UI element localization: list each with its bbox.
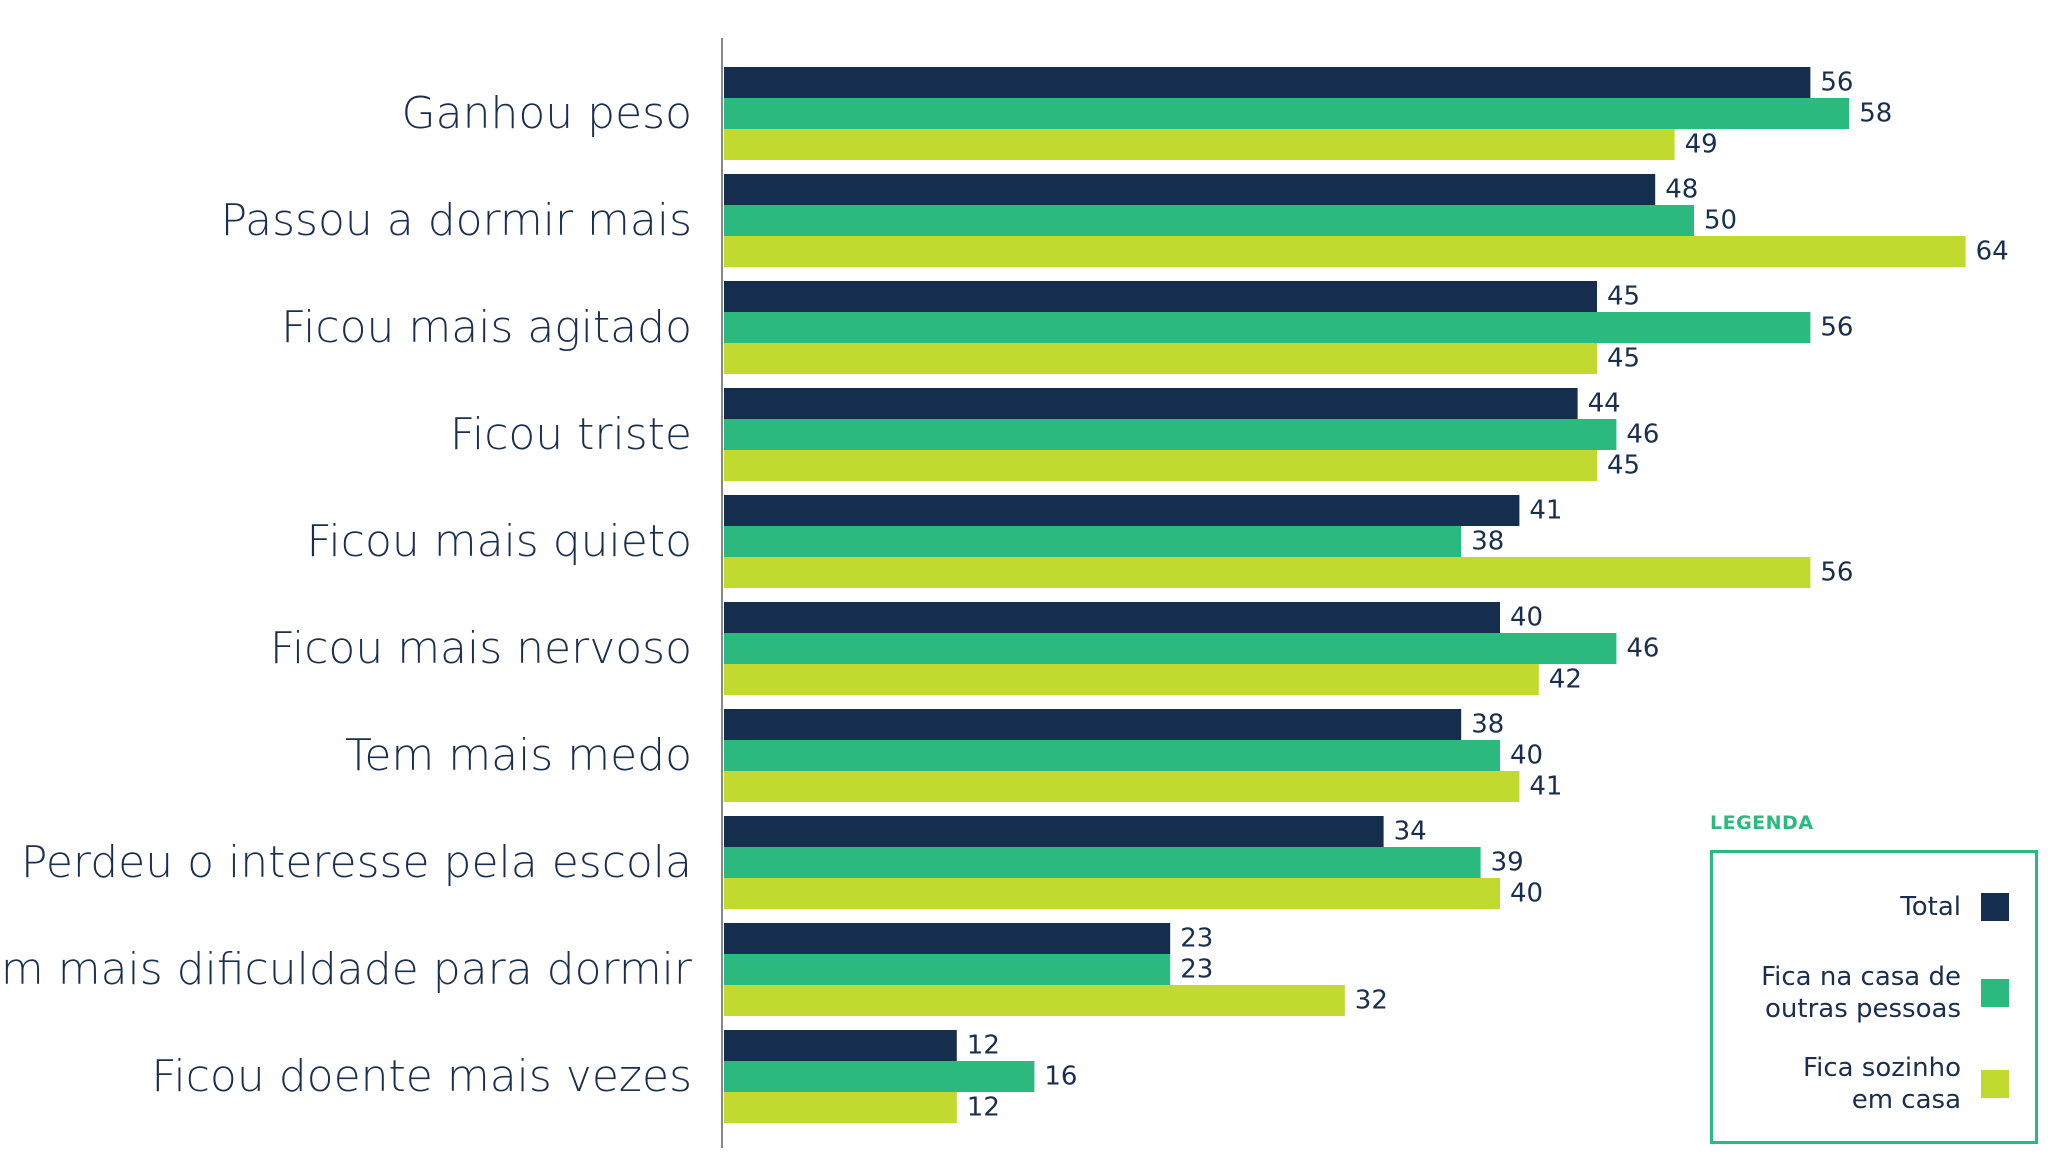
value-label-total-0: 56 — [1820, 68, 1853, 98]
value-label-fica-sozinho-5: 42 — [1549, 665, 1582, 695]
value-label-fica-sozinho-0: 49 — [1685, 130, 1718, 160]
bar-total-9 — [724, 1030, 957, 1061]
category-label-3: Ficou triste — [450, 409, 692, 460]
value-label-fica-sozinho-1: 64 — [1976, 237, 2009, 267]
value-label-total-4: 41 — [1529, 496, 1562, 526]
category-label-7: Perdeu o interesse pela escola — [21, 837, 692, 888]
value-label-fica-casa-outras-2: 56 — [1820, 313, 1853, 343]
bar-total-1 — [724, 174, 1656, 205]
bar-fica-casa-outras-9 — [724, 1061, 1035, 1092]
bar-fica-casa-outras-3 — [724, 419, 1617, 450]
category-label-8: Tem mais dificuldade para dormir — [0, 944, 693, 995]
value-label-fica-casa-outras-5: 46 — [1626, 634, 1659, 664]
legend-title: LEGENDA — [1710, 812, 1814, 834]
value-label-total-1: 48 — [1665, 175, 1698, 205]
legend-swatch-total — [1981, 893, 2009, 921]
value-label-fica-sozinho-8: 32 — [1355, 986, 1388, 1016]
category-label-6: Tem mais medo — [345, 730, 692, 781]
bar-fica-sozinho-1 — [724, 236, 1966, 267]
category-label-0: Ganhou peso — [402, 88, 692, 139]
value-label-fica-casa-outras-1: 50 — [1704, 206, 1737, 236]
legend-item-total: Total — [1900, 875, 2009, 939]
bar-fica-sozinho-7 — [724, 878, 1500, 909]
value-label-total-8: 23 — [1180, 924, 1213, 954]
bar-total-0 — [724, 67, 1811, 98]
legend-label-fica-casa-outras: Fica na casa de outras pessoas — [1761, 962, 1961, 1024]
bar-total-4 — [724, 495, 1520, 526]
value-label-fica-sozinho-4: 56 — [1820, 558, 1853, 588]
value-label-fica-casa-outras-0: 58 — [1859, 99, 1892, 129]
value-label-total-3: 44 — [1588, 389, 1621, 419]
value-label-fica-casa-outras-9: 16 — [1044, 1062, 1077, 1092]
legend-label-fica-sozinho: Fica sozinho em casa — [1803, 1053, 1961, 1115]
value-label-fica-sozinho-9: 12 — [967, 1093, 1000, 1123]
value-label-fica-sozinho-7: 40 — [1510, 879, 1543, 909]
bar-fica-sozinho-6 — [724, 771, 1520, 802]
bar-fica-casa-outras-6 — [724, 740, 1500, 771]
value-label-total-6: 38 — [1471, 710, 1504, 740]
value-label-total-2: 45 — [1607, 282, 1640, 312]
bar-fica-casa-outras-7 — [724, 847, 1481, 878]
category-label-5: Ficou mais nervoso — [270, 623, 692, 674]
value-label-fica-casa-outras-7: 39 — [1491, 848, 1524, 878]
category-label-1: Passou a dormir mais — [221, 195, 692, 246]
bar-fica-casa-outras-5 — [724, 633, 1617, 664]
bar-total-2 — [724, 281, 1597, 312]
value-label-fica-casa-outras-8: 23 — [1180, 955, 1213, 985]
value-label-fica-casa-outras-6: 40 — [1510, 741, 1543, 771]
bar-total-6 — [724, 709, 1462, 740]
bar-total-3 — [724, 388, 1578, 419]
bar-fica-casa-outras-0 — [724, 98, 1850, 129]
value-labels-group: 5658494850644556454446454138564046423840… — [967, 68, 2009, 1123]
legend-item-fica-sozinho: Fica sozinho em casa — [1803, 1052, 2009, 1116]
value-label-total-9: 12 — [967, 1031, 1000, 1061]
category-label-4: Ficou mais quieto — [306, 516, 692, 567]
bar-fica-casa-outras-4 — [724, 526, 1462, 557]
bar-fica-sozinho-0 — [724, 129, 1675, 160]
bar-fica-sozinho-4 — [724, 557, 1811, 588]
value-label-total-5: 40 — [1510, 603, 1543, 633]
value-label-fica-sozinho-6: 41 — [1529, 772, 1562, 802]
value-label-fica-casa-outras-3: 46 — [1626, 420, 1659, 450]
bar-fica-sozinho-3 — [724, 450, 1597, 481]
bar-fica-casa-outras-1 — [724, 205, 1694, 236]
bar-total-7 — [724, 816, 1384, 847]
category-label-9: Ficou doente mais vezes — [151, 1051, 692, 1102]
legend-item-fica-casa-outras: Fica na casa de outras pessoas — [1761, 961, 2009, 1025]
bar-total-8 — [724, 923, 1171, 954]
bar-fica-sozinho-8 — [724, 985, 1345, 1016]
bar-fica-sozinho-9 — [724, 1092, 957, 1123]
value-label-fica-sozinho-2: 45 — [1607, 344, 1640, 374]
bar-fica-casa-outras-8 — [724, 954, 1171, 985]
bar-fica-sozinho-2 — [724, 343, 1597, 374]
bar-fica-sozinho-5 — [724, 664, 1539, 695]
legend-label-total: Total — [1900, 892, 1961, 922]
legend: Total Fica na casa de outras pessoas Fic… — [1710, 850, 2038, 1144]
legend-swatch-fica-sozinho — [1981, 1070, 2009, 1098]
category-labels-group: Ganhou peso Passou a dormir mais Ficou mai… — [0, 88, 693, 1102]
bar-fica-casa-outras-2 — [724, 312, 1811, 343]
value-label-fica-casa-outras-4: 38 — [1471, 527, 1504, 557]
category-label-2: Ficou mais agitado — [281, 302, 692, 353]
value-label-fica-sozinho-3: 45 — [1607, 451, 1640, 481]
legend-swatch-fica-casa-outras — [1981, 979, 2009, 1007]
bar-total-5 — [724, 602, 1500, 633]
value-label-total-7: 34 — [1394, 817, 1427, 847]
bars-group — [724, 67, 1966, 1123]
